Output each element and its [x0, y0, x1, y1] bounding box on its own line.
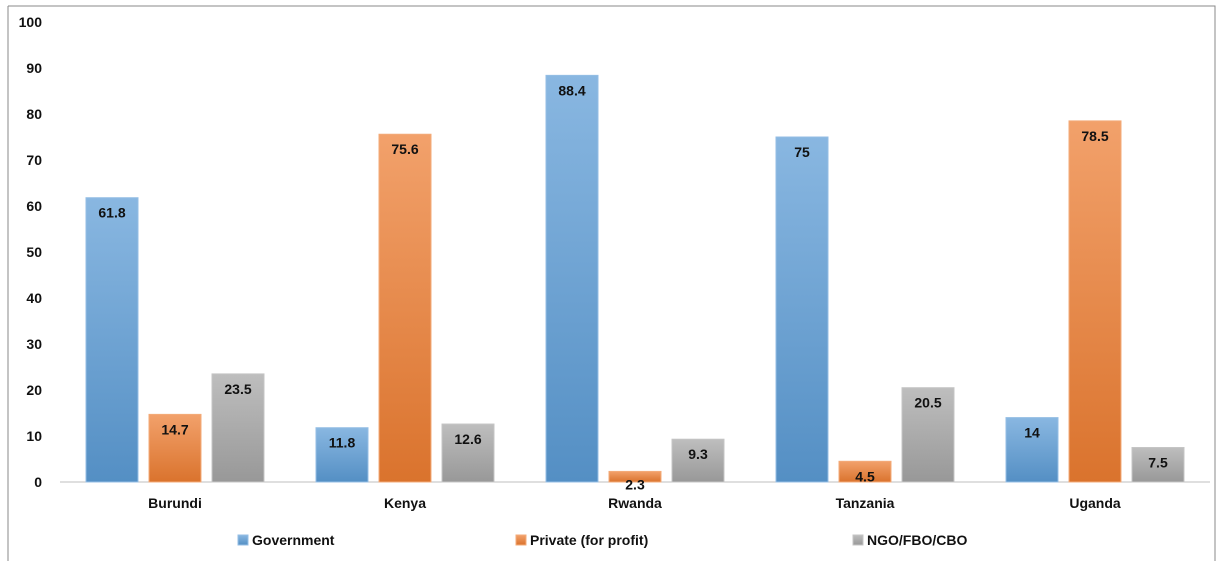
bar-uganda-ngo-fbo-cbo [1131, 447, 1185, 483]
data-label-tanzania-private-for-profit: 4.5 [855, 468, 875, 484]
data-label-uganda-private-for-profit: 78.5 [1081, 128, 1108, 144]
bar-burundi-private-for-profit [148, 413, 202, 483]
data-label-tanzania-ngo-fbo-cbo: 20.5 [914, 395, 941, 411]
x-category-label: Kenya [384, 495, 426, 511]
bar-rwanda-government [545, 74, 599, 483]
x-category-label: Burundi [148, 495, 202, 511]
data-label-burundi-ngo-fbo-cbo: 23.5 [224, 381, 251, 397]
bar-tanzania-ngo-fbo-cbo [901, 387, 955, 483]
data-label-burundi-private-for-profit: 14.7 [161, 421, 188, 437]
legend-label-ngo-fbo-cbo: NGO/FBO/CBO [867, 532, 967, 548]
bar-tanzania-government [775, 136, 829, 483]
data-label-kenya-private-for-profit: 75.6 [391, 141, 418, 157]
bar-kenya-ngo-fbo-cbo [441, 423, 495, 483]
bar-rwanda-private-for-profit [608, 470, 662, 483]
chart-frame [7, 5, 1216, 561]
x-category-label: Tanzania [836, 495, 895, 511]
y-tick-label: 0 [34, 474, 42, 490]
legend-swatch-ngo-fbo-cbo [852, 534, 864, 546]
x-category-label: Rwanda [608, 495, 662, 511]
data-label-kenya-ngo-fbo-cbo: 12.6 [454, 431, 481, 447]
legend-label-private-for-profit: Private (for profit) [530, 532, 648, 548]
bar-burundi-government [85, 197, 139, 483]
legend-label-government: Government [252, 532, 335, 548]
y-tick-label: 30 [26, 336, 42, 352]
y-tick-label: 70 [26, 152, 42, 168]
legend-swatch-private-for-profit [515, 534, 527, 546]
bar-kenya-government [315, 427, 369, 483]
y-tick-label: 90 [26, 60, 42, 76]
bar-kenya-private-for-profit [378, 133, 432, 483]
data-label-uganda-ngo-fbo-cbo: 7.5 [1148, 455, 1168, 471]
y-tick-label: 40 [26, 290, 42, 306]
data-label-tanzania-government: 75 [794, 144, 810, 160]
y-tick-label: 20 [26, 382, 42, 398]
y-tick-label: 80 [26, 106, 42, 122]
y-tick-label: 100 [19, 14, 43, 30]
data-label-burundi-government: 61.8 [98, 205, 125, 221]
data-label-rwanda-government: 88.4 [558, 82, 585, 98]
bar-tanzania-private-for-profit [838, 460, 892, 483]
y-tick-label: 50 [26, 244, 42, 260]
legend-swatch-government [237, 534, 249, 546]
y-tick-label: 10 [26, 428, 42, 444]
data-label-rwanda-ngo-fbo-cbo: 9.3 [688, 446, 708, 462]
data-label-uganda-government: 14 [1024, 425, 1040, 441]
bar-uganda-government [1005, 417, 1059, 483]
bar-burundi-ngo-fbo-cbo [211, 373, 265, 483]
y-tick-label: 60 [26, 198, 42, 214]
bar-rwanda-ngo-fbo-cbo [671, 438, 725, 483]
x-category-label: Uganda [1069, 495, 1121, 511]
data-label-kenya-government: 11.8 [329, 435, 356, 451]
bar-uganda-private-for-profit [1068, 120, 1122, 483]
data-label-rwanda-private-for-profit: 2.3 [625, 476, 645, 492]
